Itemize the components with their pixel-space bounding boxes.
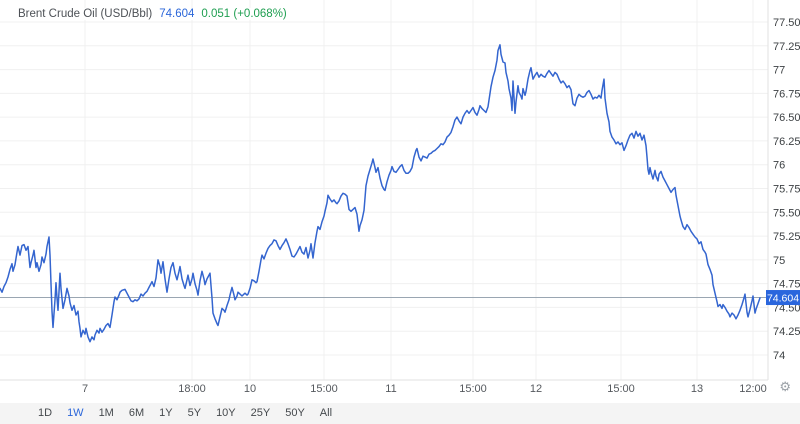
- settings-gear-icon[interactable]: ⚙: [779, 379, 791, 394]
- x-axis-tick-label: 15:00: [310, 383, 338, 395]
- y-axis-tick-label: 77.25: [773, 41, 800, 53]
- range-button-1y[interactable]: 1Y: [159, 407, 173, 419]
- x-axis-tick-label: 11: [385, 383, 396, 395]
- x-axis-tick-label: 15:00: [607, 383, 635, 395]
- x-axis-tick-label: 13: [691, 383, 703, 395]
- range-button-50y[interactable]: 50Y: [285, 407, 305, 419]
- instrument-title: Brent Crude Oil (USD/Bbl): [18, 8, 153, 20]
- y-axis-tick-label: 76.25: [773, 136, 800, 148]
- x-axis-tick-label: 12:00: [739, 383, 767, 395]
- x-axis-tick-label: 12: [530, 383, 542, 395]
- range-button-all[interactable]: All: [319, 407, 333, 419]
- x-axis-tick-label: 10: [244, 383, 256, 395]
- y-axis-tick-label: 75.50: [773, 207, 800, 219]
- last-price: 74.604: [159, 8, 195, 20]
- current-price-badge-label: 74.604: [767, 293, 799, 305]
- y-axis-tick-label: 76.50: [773, 112, 800, 124]
- y-axis-tick-label: 75: [773, 255, 785, 267]
- price-chart[interactable]: 77.50 77.25 77 76.75 76.50 76.25 76 75.75 75.50 7…: [0, 0, 800, 400]
- instrument-header: Brent Crude Oil (USD/Bbl) 74.604 0.051 (…: [18, 8, 293, 20]
- y-axis-tick-label: 76: [773, 160, 785, 172]
- x-axis-tick-label: 7: [82, 383, 88, 395]
- range-button-1m[interactable]: 1M: [98, 407, 114, 419]
- range-button-5y[interactable]: 5Y: [187, 407, 202, 419]
- range-button-1d[interactable]: 1D: [38, 407, 53, 419]
- range-button-1w[interactable]: 1W: [67, 407, 84, 419]
- range-button-10y[interactable]: 10Y: [216, 407, 236, 419]
- price-line-series: [0, 44, 761, 343]
- y-axis-tick-label: 74.25: [773, 326, 800, 338]
- x-axis-tick-label: 15:00: [459, 383, 487, 395]
- price-change: 0.051 (+0.068%): [201, 8, 287, 20]
- range-button-25y[interactable]: 25Y: [250, 407, 271, 419]
- y-axis-tick-label: 75.75: [773, 184, 800, 196]
- y-axis-tick-label: 74.75: [773, 279, 800, 291]
- y-axis-tick-label: 77.50: [773, 17, 800, 29]
- y-axis-tick-label: 76.75: [773, 88, 800, 100]
- range-button-6m[interactable]: 6M: [128, 407, 145, 419]
- current-price-badge: [766, 290, 800, 306]
- y-axis-tick-label: 74: [773, 350, 785, 362]
- x-axis-tick-label: 18:00: [178, 383, 206, 395]
- y-axis-tick-label: 77: [773, 65, 785, 77]
- y-axis-tick-label: 74.50: [773, 302, 800, 314]
- y-axis-tick-label: 75.25: [773, 231, 800, 243]
- range-toolbar: 1D 1W 1M 6M 1Y 5Y 10Y 25Y 50Y All: [0, 403, 800, 424]
